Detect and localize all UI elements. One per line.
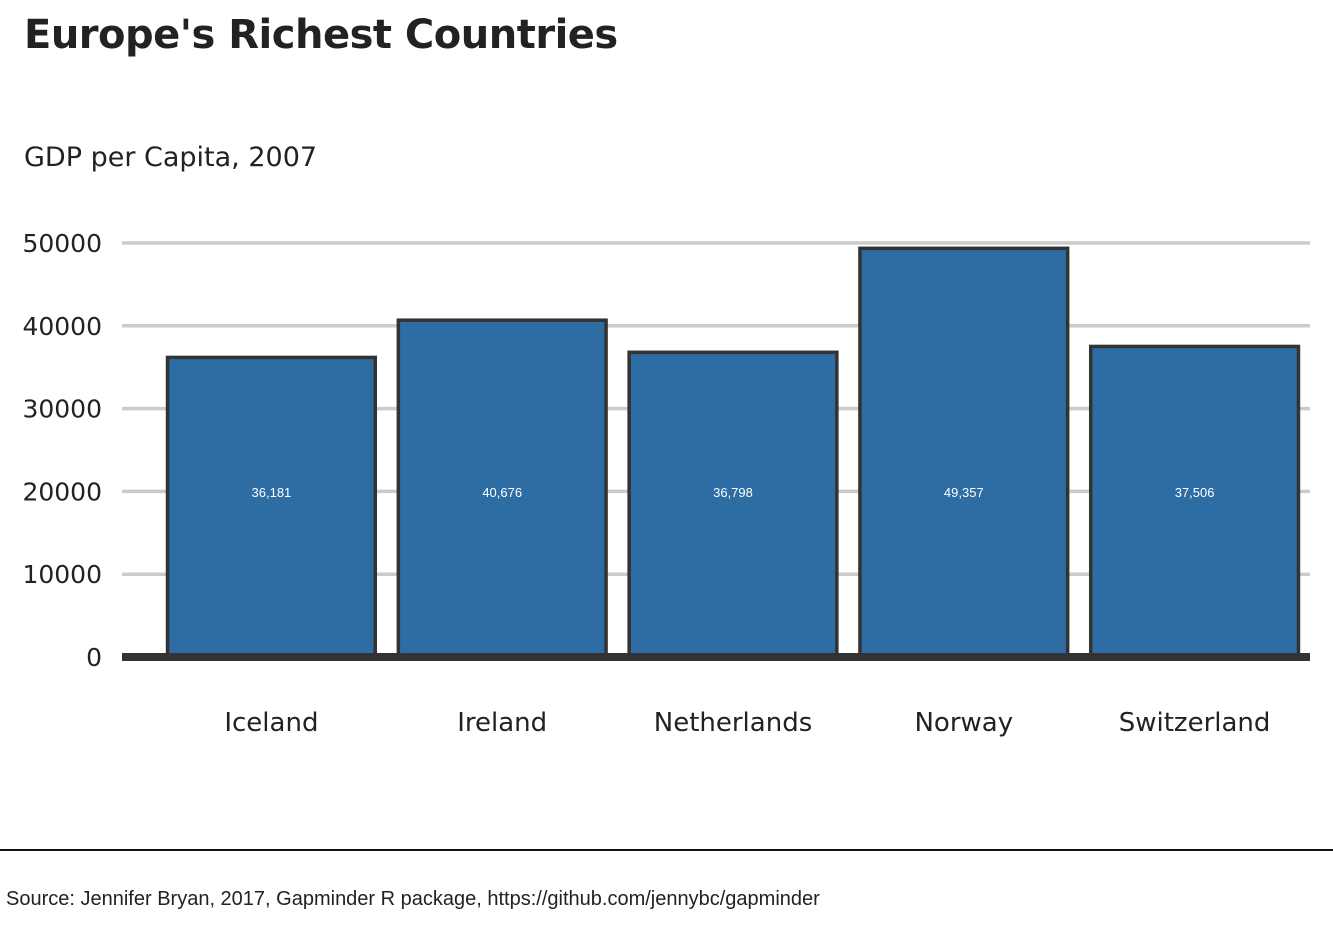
bar-norway xyxy=(858,246,1070,659)
data-label: 36,798 xyxy=(713,485,753,500)
y-tick-label: 20000 xyxy=(22,477,102,506)
source-note: Source: Jennifer Bryan, 2017, Gapminder … xyxy=(6,888,820,910)
y-tick-label: 40000 xyxy=(22,312,102,341)
y-tick-label: 0 xyxy=(86,643,102,672)
bars xyxy=(165,246,1301,659)
zero-baseline xyxy=(122,653,1310,661)
x-axis-ticks: Iceland Ireland Netherlands Norway Switzerla… xyxy=(224,708,1270,738)
data-label: 37,506 xyxy=(1175,485,1215,500)
data-labels: 36,181 40,676 36,798 49,357 37,506 xyxy=(252,485,1215,500)
x-tick-label: Norway xyxy=(914,708,1013,738)
x-tick-label: Iceland xyxy=(224,708,318,738)
footer-divider xyxy=(0,849,1333,851)
y-tick-label: 50000 xyxy=(22,229,102,258)
x-tick-label: Switzerland xyxy=(1119,708,1271,738)
y-tick-label: 10000 xyxy=(22,560,102,589)
data-label: 40,676 xyxy=(482,485,522,500)
x-tick-label: Ireland xyxy=(457,708,547,738)
chart-subtitle: GDP per Capita, 2007 xyxy=(24,142,318,173)
y-axis-ticks: 0 10000 20000 30000 40000 50000 xyxy=(22,229,102,672)
x-tick-label: Netherlands xyxy=(654,708,813,738)
bar-switzerland xyxy=(1088,344,1301,659)
data-label: 36,181 xyxy=(252,485,292,500)
data-label: 49,357 xyxy=(944,485,984,500)
bar-iceland xyxy=(165,355,378,659)
bar-ireland xyxy=(396,318,608,659)
y-tick-label: 30000 xyxy=(22,395,102,424)
chart-title: Europe's Richest Countries xyxy=(24,12,618,58)
bar-netherlands xyxy=(627,350,839,659)
